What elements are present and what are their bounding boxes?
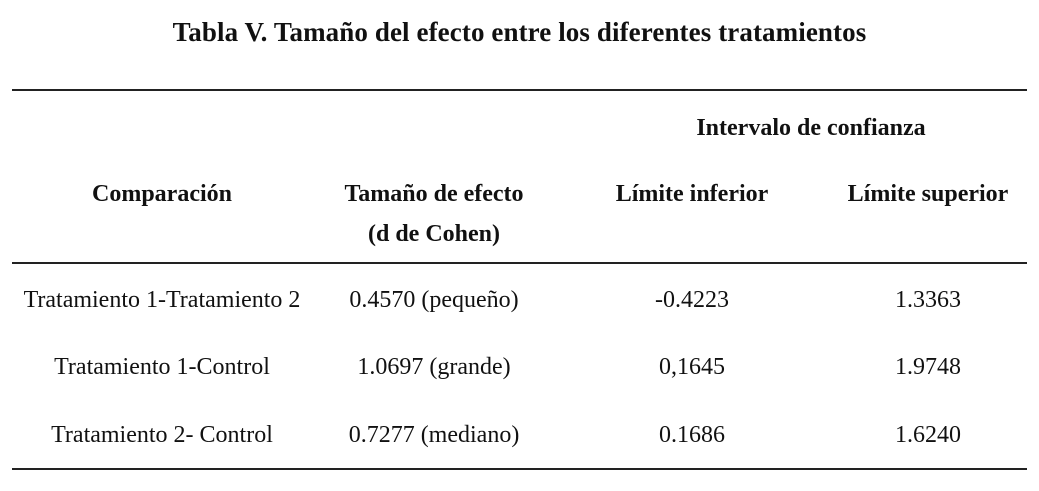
row-upper-limit: 1.6240 [895, 422, 961, 448]
row-comparison: Tratamiento 1-Control [54, 354, 270, 380]
row-upper-limit: 1.9748 [895, 354, 961, 380]
row-lower-limit: -0.4223 [655, 287, 729, 313]
upper-limit-header: Límite superior [847, 181, 1009, 207]
row-comparison: Tratamiento 2- Control [51, 422, 273, 448]
confidence-interval-header: Intervalo de confianza [696, 115, 926, 141]
table-title: Tabla V. Tamaño del efecto entre los dif… [172, 17, 867, 47]
row-lower-limit: 0,1645 [659, 354, 725, 380]
comparison-header: Comparación [92, 181, 232, 207]
bottom-rule [12, 468, 1027, 470]
effect-size-header-line1: Tamaño de efecto [344, 181, 524, 207]
top-rule [12, 89, 1027, 91]
row-lower-limit: 0.1686 [659, 422, 725, 448]
row-effect-size: 1.0697 (grande) [357, 354, 511, 380]
row-comparison: Tratamiento 1-Tratamiento 2 [23, 287, 301, 313]
effect-size-header-line2: (d de Cohen) [367, 221, 500, 247]
row-upper-limit: 1.3363 [895, 287, 961, 313]
row-effect-size: 0.7277 (mediano) [348, 422, 520, 448]
header-rule [12, 262, 1027, 264]
row-effect-size: 0.4570 (pequeño) [349, 287, 519, 313]
lower-limit-header: Límite inferior [615, 181, 769, 207]
